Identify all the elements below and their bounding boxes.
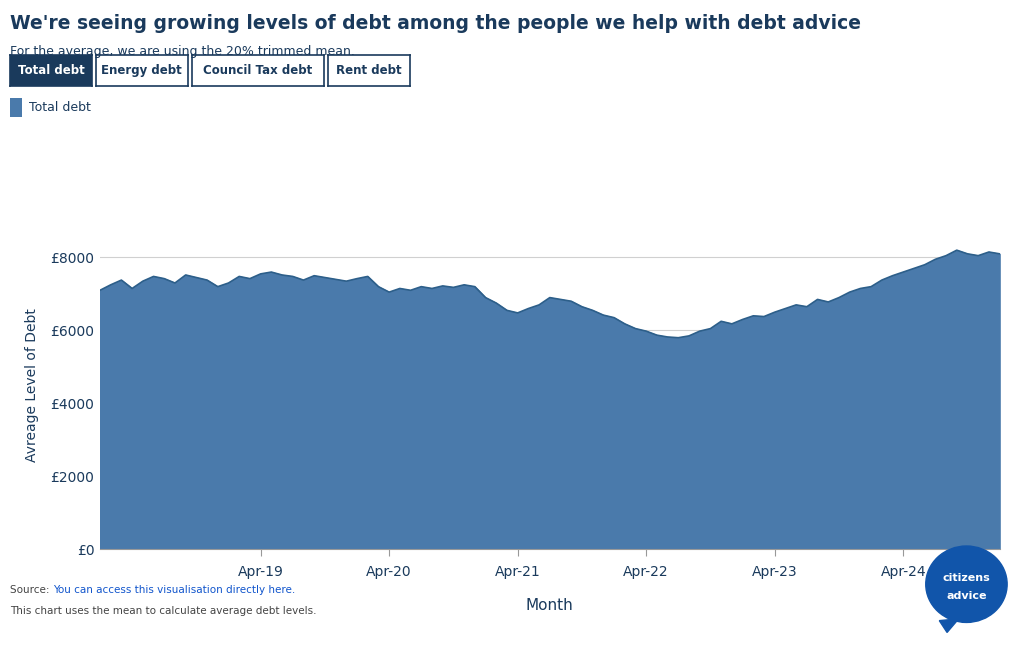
X-axis label: Month: Month <box>526 598 573 613</box>
Text: Total debt: Total debt <box>17 64 85 77</box>
Text: We're seeing growing levels of debt among the people we help with debt advice: We're seeing growing levels of debt amon… <box>10 14 860 33</box>
Text: Energy debt: Energy debt <box>101 64 182 77</box>
Text: This chart uses the mean to calculate average debt levels.: This chart uses the mean to calculate av… <box>10 606 316 616</box>
Text: For the average, we are using the 20% trimmed mean.: For the average, we are using the 20% tr… <box>10 46 355 58</box>
Text: Total debt: Total debt <box>29 101 91 114</box>
Text: Rent debt: Rent debt <box>336 64 401 77</box>
Circle shape <box>925 546 1006 623</box>
Text: advice: advice <box>946 591 985 601</box>
Y-axis label: Avreage Level of Debt: Avreage Level of Debt <box>25 308 40 462</box>
Text: citizens: citizens <box>942 573 989 583</box>
Text: Source:: Source: <box>10 585 53 595</box>
Text: Council Tax debt: Council Tax debt <box>203 64 313 77</box>
Text: You can access this visualisation directly here.: You can access this visualisation direct… <box>53 585 296 595</box>
Polygon shape <box>938 619 958 632</box>
